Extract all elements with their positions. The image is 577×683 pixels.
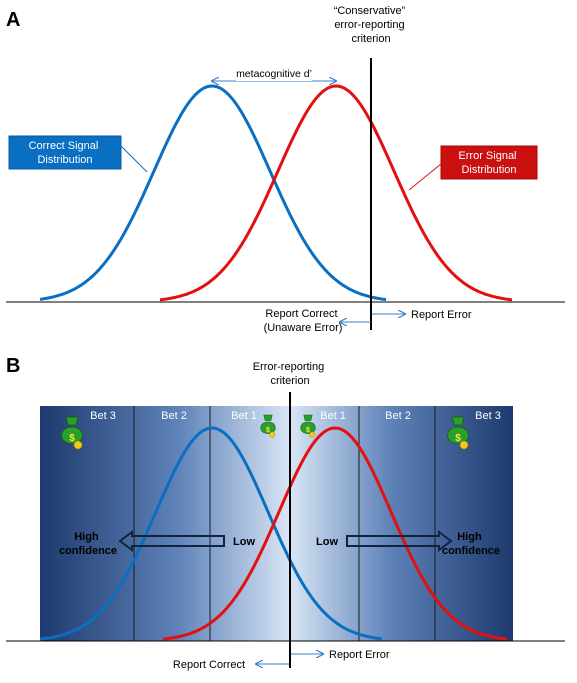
high-confidence-right: High confidence [442,531,500,557]
correct-signal-box: Correct Signal Distribution [8,135,148,173]
money-bag-icon: $ [447,416,469,450]
metacognitive-label: metacognitive d’ [236,68,312,80]
low-left: Low [233,536,255,548]
bet-label: Bet 1 [231,410,257,422]
bet-label: Bet 1 [320,410,346,422]
svg-text:$: $ [266,427,270,434]
right-confidence-band [290,406,513,641]
panel-b-criterion-label: Error-reporting criterion [253,361,328,387]
panel-b-correct-curve [39,426,383,641]
svg-text:$: $ [455,433,461,444]
bet-label: Bet 3 [475,410,501,422]
panel-a: A “Conservative” error-reporting criteri… [6,5,565,334]
svg-text:Error Signal Distribut: Error Signal Distribution [458,150,519,176]
panel-a-report-correct: Report Correct (Unaware Error) [264,308,343,334]
low-right: Low [316,536,338,548]
svg-text:Correct Signal Distrib: Correct Signal Distribution [29,140,102,166]
error-signal-box: Error Signal Distribution [408,145,538,191]
panel-a-error-curve [159,84,513,302]
right-confidence-arrow [346,530,453,552]
panel-b: B Error-reporting criterion Bet 3 Bet 2 … [6,355,565,671]
left-confidence-arrow [118,530,225,552]
panel-a-label: A [6,9,20,31]
high-confidence-left: High confidence [59,531,117,557]
money-bag-icon: $ [61,416,83,450]
money-bag-icon: $ [300,414,316,438]
panel-b-report-error: Report Error [329,649,390,661]
bet-label: Bet 3 [90,410,116,422]
panel-b-report-correct: Report Correct [173,659,245,671]
bet-label: Bet 2 [161,410,187,422]
money-bag-icon: $ [260,414,276,438]
panel-a-criterion-label: “Conservative” error-reporting criterion [334,5,409,45]
panel-a-correct-curve [39,84,387,302]
bet-label: Bet 2 [385,410,411,422]
panel-b-error-curve [162,426,508,641]
panel-a-report-error: Report Error [411,309,472,321]
panel-b-label: B [6,355,20,377]
svg-text:$: $ [306,427,310,434]
svg-text:$: $ [69,433,75,444]
